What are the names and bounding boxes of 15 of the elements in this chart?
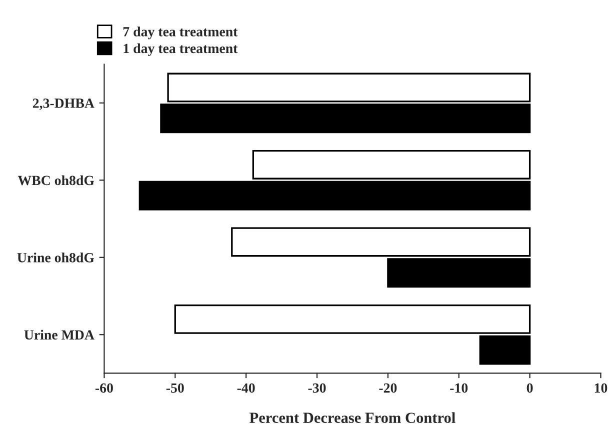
x-tick-label: -40 [237, 383, 255, 393]
legend-label: 1 day tea treatment [124, 43, 238, 56]
y-tick-label: 2,3-DHBA [32, 98, 94, 110]
y-tick-label: Urine oh8dG [17, 252, 94, 262]
x-tick-label: -30 [308, 383, 326, 393]
x-tick-label: -60 [95, 383, 113, 393]
x-tick-label: -50 [166, 383, 184, 393]
y-tick-label: WBC oh8dG [18, 175, 94, 186]
y-tick-label: Urine MDA [24, 330, 94, 340]
x-tick-label: 0 [526, 383, 533, 393]
x-axis-title: Percent Decrease From Control [250, 412, 456, 423]
x-tick-label: -10 [450, 383, 468, 393]
x-tick-label: 10 [594, 383, 608, 393]
legend-label: 7 day tea treatment [123, 26, 238, 40]
x-tick-label: -20 [379, 383, 397, 393]
